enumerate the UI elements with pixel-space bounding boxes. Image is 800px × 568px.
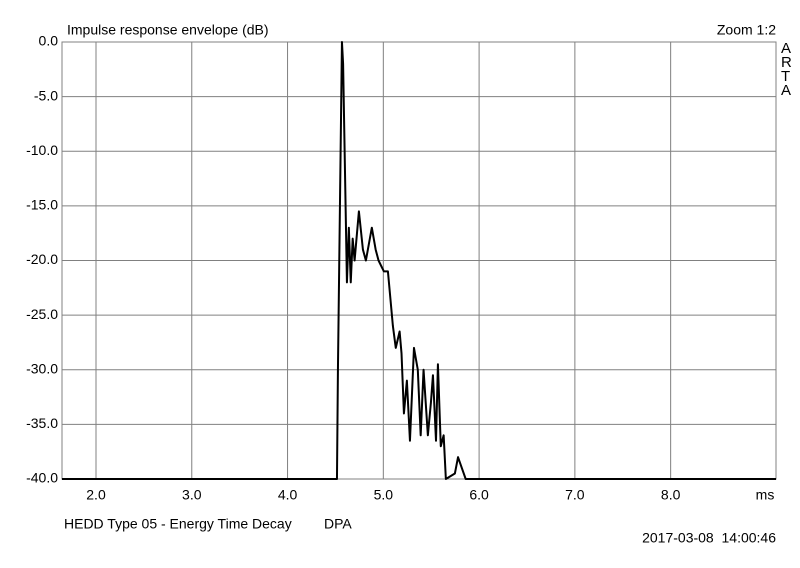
- y-tick-label: -15.0: [26, 197, 58, 213]
- y-tick-label: -5.0: [34, 87, 58, 103]
- x-tick-label: 7.0: [565, 487, 585, 503]
- y-tick-label: -30.0: [26, 360, 58, 376]
- x-tick-label: 3.0: [182, 487, 202, 503]
- x-tick-label: 2.0: [86, 487, 106, 503]
- side-label: ARTA: [781, 40, 792, 99]
- timestamp: 2017-03-08 14:00:46: [642, 530, 776, 546]
- y-tick-label: 0.0: [39, 33, 59, 49]
- y-tick-label: -10.0: [26, 142, 58, 158]
- footer-mid: DPA: [324, 516, 352, 532]
- y-tick-label: -20.0: [26, 251, 58, 267]
- chart-title: Impulse response envelope (dB): [67, 22, 269, 38]
- y-tick-label: -35.0: [26, 415, 58, 431]
- zoom-label: Zoom 1:2: [717, 22, 776, 38]
- x-tick-label: 5.0: [374, 487, 394, 503]
- x-tick-label: 8.0: [661, 487, 681, 503]
- line-series: [62, 41, 776, 480]
- x-unit: ms: [756, 487, 775, 503]
- y-tick-label: -40.0: [26, 470, 58, 486]
- footer-left: HEDD Type 05 - Energy Time Decay: [64, 516, 292, 532]
- x-tick-label: 6.0: [469, 487, 489, 503]
- y-tick-label: -25.0: [26, 306, 58, 322]
- x-tick-label: 4.0: [278, 487, 298, 503]
